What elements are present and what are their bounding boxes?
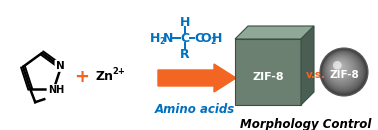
Text: Amino acids: Amino acids — [155, 103, 235, 116]
Text: +: + — [74, 68, 90, 86]
Circle shape — [338, 65, 339, 67]
Circle shape — [327, 55, 356, 84]
Polygon shape — [235, 26, 314, 39]
Text: H: H — [180, 15, 190, 28]
Circle shape — [324, 51, 363, 91]
Circle shape — [330, 58, 352, 79]
Circle shape — [335, 63, 344, 72]
Circle shape — [327, 55, 357, 85]
Text: H: H — [212, 31, 222, 44]
Circle shape — [326, 54, 359, 87]
Text: 2: 2 — [211, 37, 215, 45]
Circle shape — [324, 52, 362, 90]
Circle shape — [333, 61, 345, 74]
Circle shape — [322, 50, 365, 93]
Circle shape — [331, 59, 350, 79]
Text: ZIF-8: ZIF-8 — [329, 70, 359, 80]
Circle shape — [320, 48, 368, 96]
Text: O: O — [201, 31, 211, 44]
Circle shape — [331, 59, 350, 77]
Text: Morphology Control: Morphology Control — [240, 118, 372, 130]
Circle shape — [334, 62, 345, 73]
Text: v.s.: v.s. — [306, 70, 326, 80]
Text: Zn: Zn — [95, 70, 113, 83]
Circle shape — [323, 51, 364, 92]
Text: C: C — [194, 31, 204, 44]
Circle shape — [326, 54, 358, 86]
Circle shape — [328, 56, 355, 83]
Text: 2+: 2+ — [112, 67, 125, 76]
Circle shape — [330, 58, 352, 80]
Circle shape — [332, 60, 348, 76]
FancyArrow shape — [158, 64, 236, 92]
Text: R: R — [180, 48, 190, 61]
Circle shape — [332, 60, 349, 77]
Circle shape — [337, 65, 340, 68]
Text: 2: 2 — [160, 37, 165, 45]
Circle shape — [329, 57, 353, 81]
Text: C: C — [180, 31, 189, 44]
Text: H: H — [150, 31, 160, 44]
Circle shape — [333, 61, 347, 75]
Text: N: N — [163, 31, 173, 44]
Circle shape — [333, 61, 342, 70]
Circle shape — [322, 50, 366, 94]
Circle shape — [335, 63, 343, 71]
Circle shape — [336, 64, 342, 70]
Circle shape — [325, 53, 360, 88]
Text: NH: NH — [48, 85, 64, 95]
Circle shape — [328, 56, 354, 82]
Circle shape — [325, 53, 361, 89]
Text: N: N — [56, 61, 64, 71]
Circle shape — [321, 49, 367, 95]
Polygon shape — [235, 39, 301, 105]
Polygon shape — [301, 26, 314, 105]
Circle shape — [336, 64, 341, 69]
Text: ZIF-8: ZIF-8 — [252, 72, 284, 82]
